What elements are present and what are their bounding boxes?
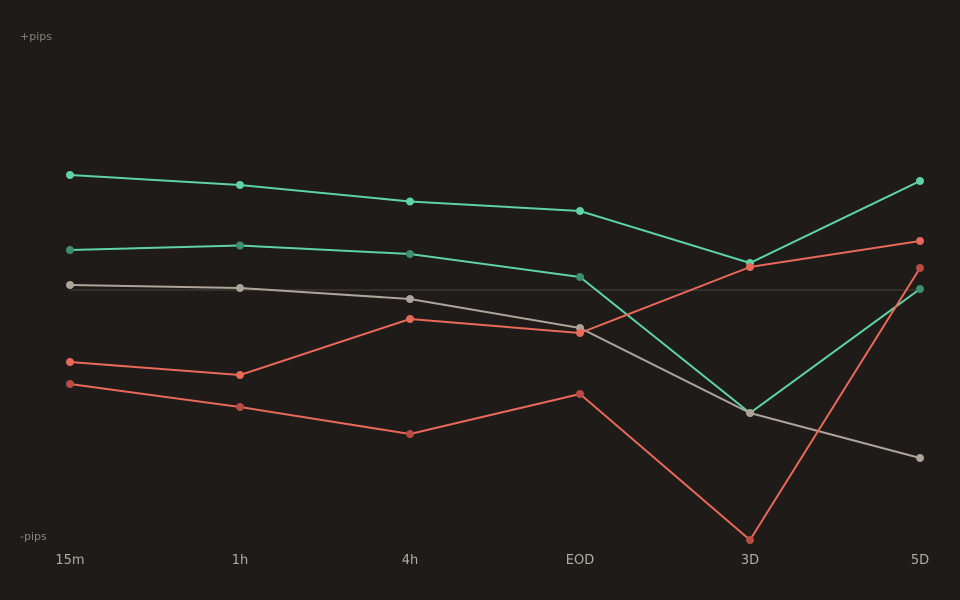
series-4-point-1h: [236, 371, 244, 379]
series-4-point-15m: [66, 358, 74, 366]
series-2-point-15m: [66, 246, 74, 254]
series-3-point-15m: [66, 281, 74, 289]
series-4: [66, 237, 924, 379]
x-tick-label: 15m: [55, 553, 84, 568]
series-5-point-4h: [406, 430, 414, 438]
y-bottom-label: -pips: [20, 530, 47, 543]
series-3-point-5D: [916, 454, 924, 462]
x-tick-label: 3D: [741, 553, 759, 568]
series-5-point-5D: [916, 264, 924, 272]
series-2-point-5D: [916, 285, 924, 293]
series-2-point-1h: [236, 241, 244, 250]
x-tick-label: 4h: [402, 553, 419, 568]
series-1-point-1h: [236, 181, 244, 189]
series-5-point-1h: [236, 403, 244, 411]
x-tick-label: 5D: [911, 553, 929, 568]
series-3: [66, 281, 924, 462]
series-3-point-4h: [406, 295, 414, 303]
series-1-point-EOD: [576, 207, 584, 215]
series-3-point-3D: [746, 409, 754, 417]
series-5-point-15m: [66, 380, 74, 388]
series-1-line: [69, 174, 921, 264]
series-4-point-EOD: [576, 329, 584, 337]
series-2-line: [69, 244, 921, 414]
series-2-point-4h: [406, 250, 414, 258]
series-3-line: [69, 284, 921, 459]
x-tick-label: 1h: [232, 553, 249, 568]
series-1-point-5D: [916, 177, 924, 185]
series-3-point-1h: [236, 284, 244, 292]
series-layer: [66, 171, 924, 544]
series-1-point-4h: [406, 197, 414, 206]
y-top-label: +pips: [20, 30, 52, 43]
series-2: [66, 241, 924, 417]
series-5: [66, 264, 924, 544]
series-4-point-4h: [406, 315, 414, 323]
series-1: [66, 171, 924, 267]
series-5-point-EOD: [576, 390, 584, 398]
series-5-line: [69, 267, 921, 541]
x-tick-label: EOD: [566, 553, 594, 568]
series-4-point-3D: [746, 263, 754, 271]
series-2-point-EOD: [576, 273, 584, 281]
series-5-point-3D: [746, 536, 754, 544]
series-4-point-5D: [916, 237, 924, 245]
series-1-point-15m: [66, 171, 74, 179]
x-axis-ticks: 15m 1h 4h EOD 3D 5D: [55, 553, 929, 568]
series-4-line: [69, 240, 921, 376]
